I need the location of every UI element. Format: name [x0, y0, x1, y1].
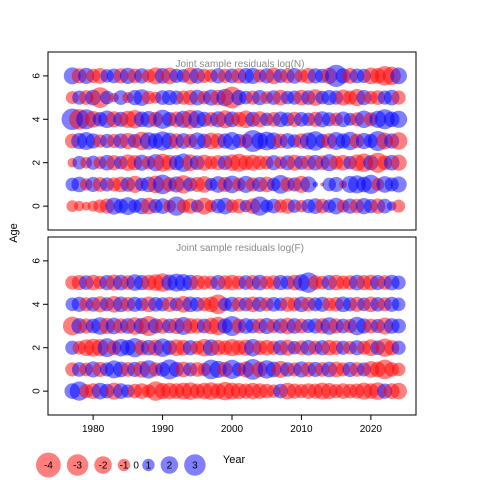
legend-label: -3: [73, 461, 82, 472]
residual-bubble: [391, 362, 406, 377]
y-axis-log-n: 0 2 4 6: [32, 73, 49, 209]
legend-label: 1: [146, 461, 152, 472]
y-axis-log-f: 0 2 4 6: [32, 258, 49, 394]
legend-bubble: [160, 456, 179, 474]
panel-title-log-f: Joint sample residuals log(F): [176, 243, 304, 254]
residual-bubble: [390, 154, 407, 171]
bubble-group-log-n: [61, 64, 408, 216]
legend-bubble: [117, 458, 131, 472]
y-tick-label: 6: [32, 73, 43, 79]
legend-label: -4: [44, 461, 53, 472]
panel-log-n: Joint sample residuals log(N) 0 2 4 6: [32, 51, 417, 231]
residual-bubble: [391, 340, 406, 355]
x-tick-label: 2000: [221, 424, 244, 435]
x-axis-title: Year: [223, 454, 246, 466]
residual-bubble: [74, 200, 85, 212]
y-tick-label: 2: [32, 159, 43, 165]
y-tick-label: 6: [32, 258, 43, 264]
y-axis-title: Age: [8, 223, 20, 243]
legend-bubble: [142, 458, 155, 472]
legend-label: -2: [99, 461, 108, 472]
x-tick-label: 2010: [290, 424, 313, 435]
y-tick-label: 4: [32, 301, 43, 307]
residual-bubble: [100, 90, 114, 105]
x-axis: 1980 1990 2000 2010 2020: [82, 414, 383, 435]
residual-bubble: [390, 382, 407, 400]
legend-label: -1: [120, 461, 129, 472]
legend-label: 2: [167, 461, 173, 472]
x-tick-label: 1990: [151, 424, 174, 435]
residual-bubble: [391, 90, 406, 105]
residual-bubble: [390, 110, 408, 128]
residual-bubble: [391, 275, 406, 290]
panel-title-log-n: Joint sample residuals log(N): [176, 59, 305, 70]
panel-log-f: Joint sample residuals log(F) 0 2 4 6: [32, 236, 417, 416]
legend-bubble: [36, 452, 61, 478]
residual-bubble: [390, 176, 407, 193]
legend-label: 0: [133, 461, 139, 472]
y-tick-label: 4: [32, 116, 43, 122]
residual-bubble: [377, 198, 393, 214]
residual-bubble: [389, 132, 408, 150]
y-tick-label: 2: [32, 344, 43, 350]
residual-bubble: [391, 318, 406, 334]
residual-bubble: [390, 67, 407, 85]
legend-bubble: [94, 456, 112, 474]
y-tick-label: 0: [32, 203, 43, 209]
legend: -4 -3 -2 -1 0 1 2 3: [36, 452, 206, 478]
x-tick-label: 1980: [82, 424, 105, 435]
residual-bubble: [392, 199, 406, 213]
legend-bubble: [66, 454, 89, 476]
y-tick-label: 0: [32, 388, 43, 394]
legend-bubble: [184, 454, 206, 476]
x-tick-label: 2020: [360, 424, 383, 435]
residual-bubble: [312, 181, 319, 188]
residual-bubble: [391, 297, 406, 312]
residual-bubble: [300, 176, 317, 193]
legend-label: 3: [192, 461, 198, 472]
residual-bubble: [328, 176, 344, 192]
bubble-group-log-f: [62, 272, 407, 401]
